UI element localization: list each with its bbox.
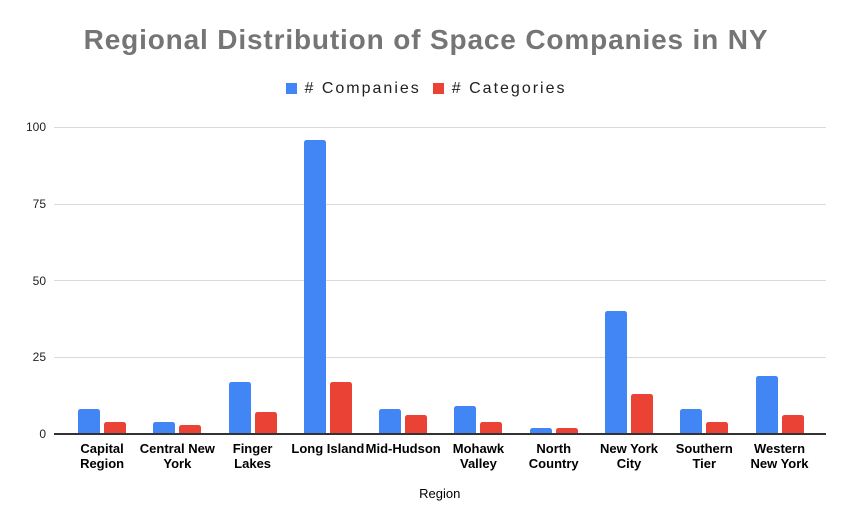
bar-categories-southern-tier bbox=[706, 421, 729, 434]
gridline-50 bbox=[53, 280, 826, 282]
bar-companies-capital-region bbox=[78, 409, 101, 434]
legend-swatch-companies bbox=[285, 83, 297, 94]
bar-companies-southern-tier bbox=[680, 409, 703, 434]
bar-companies-north-country bbox=[529, 427, 552, 434]
bar-companies-mohawk-valley bbox=[454, 406, 477, 434]
legend-swatch-categories bbox=[432, 83, 444, 94]
x-category-label-central-new-york: Central New York bbox=[139, 441, 215, 471]
x-category-label-finger-lakes: Finger Lakes bbox=[232, 441, 273, 471]
bar-companies-finger-lakes bbox=[228, 381, 251, 434]
y-tick-label-100: 100 bbox=[25, 120, 46, 135]
x-axis-line bbox=[53, 433, 826, 436]
y-tick-label-75: 75 bbox=[32, 197, 46, 211]
legend-item-companies: # Companies bbox=[285, 79, 421, 98]
bar-companies-central-new-york bbox=[153, 421, 176, 434]
x-axis-title: Region bbox=[419, 486, 461, 501]
y-tick-label-0: 0 bbox=[39, 426, 46, 441]
x-category-label-mohawk-valley: Mohawk Valley bbox=[452, 441, 505, 471]
bar-categories-finger-lakes bbox=[254, 412, 277, 434]
x-category-label-north-country: North Country bbox=[528, 441, 579, 471]
x-category-label-southern-tier: Southern Tier bbox=[675, 441, 733, 471]
bar-categories-mohawk-valley bbox=[480, 421, 503, 434]
legend-item-categories: # Categories bbox=[432, 79, 567, 98]
x-category-label-new-york-city: New York City bbox=[599, 441, 659, 471]
chart-title: Regional Distribution of Space Companies… bbox=[83, 24, 769, 55]
bar-categories-mid-hudson bbox=[405, 415, 428, 434]
gridline-25 bbox=[53, 356, 826, 358]
bar-categories-central-new-york bbox=[179, 424, 202, 434]
bar-companies-long-island bbox=[303, 139, 326, 434]
bar-companies-western-new-york bbox=[755, 375, 778, 434]
bar-companies-mid-hudson bbox=[379, 409, 402, 434]
gridline-100 bbox=[53, 126, 826, 128]
y-tick-label-25: 25 bbox=[32, 350, 46, 365]
gridline-75 bbox=[53, 203, 826, 205]
bar-categories-north-country bbox=[555, 427, 578, 434]
x-category-label-long-island: Long Island bbox=[291, 441, 365, 456]
bar-categories-long-island bbox=[329, 381, 352, 434]
y-tick-label-50: 50 bbox=[32, 273, 46, 288]
bar-companies-new-york-city bbox=[604, 311, 627, 434]
bar-categories-capital-region bbox=[104, 421, 127, 434]
x-category-label-western-new-york: Western New York bbox=[750, 441, 809, 471]
legend-label: # Companies bbox=[304, 79, 421, 97]
bar-categories-new-york-city bbox=[630, 393, 653, 434]
bar-categories-western-new-york bbox=[781, 415, 804, 434]
legend-label: # Categories bbox=[451, 79, 567, 97]
legend: # Companies # Categories bbox=[0, 80, 852, 98]
x-category-label-capital-region: Capital Region bbox=[80, 441, 125, 471]
x-category-label-mid-hudson: Mid-Hudson bbox=[365, 441, 441, 456]
